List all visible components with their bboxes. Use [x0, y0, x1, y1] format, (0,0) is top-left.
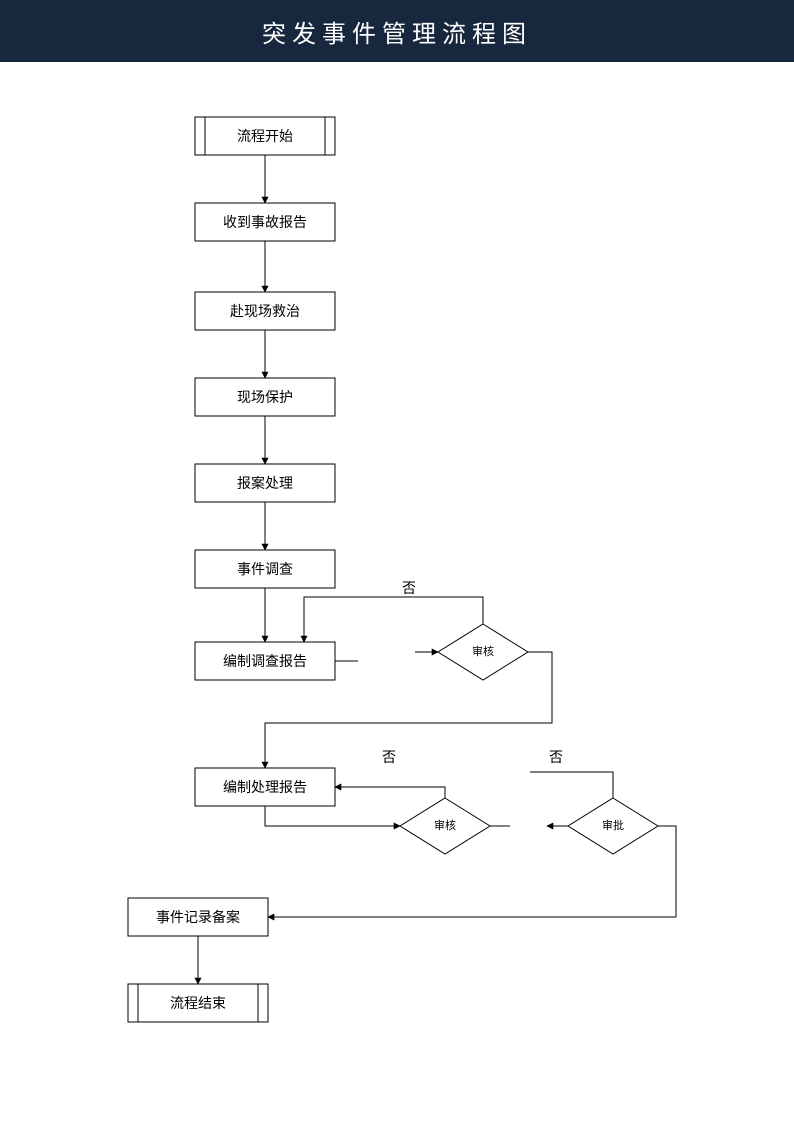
node-label: 报案处理: [237, 475, 293, 491]
node-protect: 现场保护: [195, 378, 335, 416]
node-file: 报案处理: [195, 464, 335, 502]
edge-label: 否: [549, 749, 563, 765]
node-record: 事件记录备案: [128, 898, 268, 936]
flow-edge: [530, 772, 613, 798]
node-scene: 赴现场救治: [195, 292, 335, 330]
edge-label: 否: [402, 580, 416, 596]
node-label: 现场保护: [237, 389, 293, 405]
flow-edge: [304, 597, 483, 642]
node-label: 编制处理报告: [223, 779, 307, 795]
node-label: 审核: [434, 818, 456, 832]
flow-edge: [335, 787, 445, 798]
node-rpt1: 编制调查报告: [195, 642, 335, 680]
node-label: 编制调查报告: [223, 653, 307, 669]
node-rpt2: 编制处理报告: [195, 768, 335, 806]
node-label: 事件调查: [237, 561, 293, 577]
node-label: 收到事故报告: [223, 214, 307, 230]
node-recv: 收到事故报告: [195, 203, 335, 241]
flow-edge: [265, 806, 400, 826]
node-appr: 审批: [568, 798, 658, 854]
node-end: 流程结束: [128, 984, 268, 1022]
node-label: 事件记录备案: [156, 909, 240, 925]
node-start: 流程开始: [195, 117, 335, 155]
node-invest: 事件调查: [195, 550, 335, 588]
page-header: 突发事件管理流程图: [0, 0, 794, 64]
node-label: 赴现场救治: [230, 303, 300, 319]
edge-label: 否: [382, 749, 396, 765]
flowchart-canvas: 流程开始收到事故报告赴现场救治现场保护报案处理事件调查编制调查报告审核编制处理报…: [0, 62, 794, 1123]
node-label: 审核: [472, 644, 494, 658]
node-aud1: 审核: [438, 624, 528, 680]
node-label: 流程结束: [170, 995, 226, 1011]
node-label: 审批: [602, 818, 624, 832]
node-aud2: 审核: [400, 798, 490, 854]
page-title: 突发事件管理流程图: [262, 14, 532, 49]
node-label: 流程开始: [237, 128, 293, 144]
